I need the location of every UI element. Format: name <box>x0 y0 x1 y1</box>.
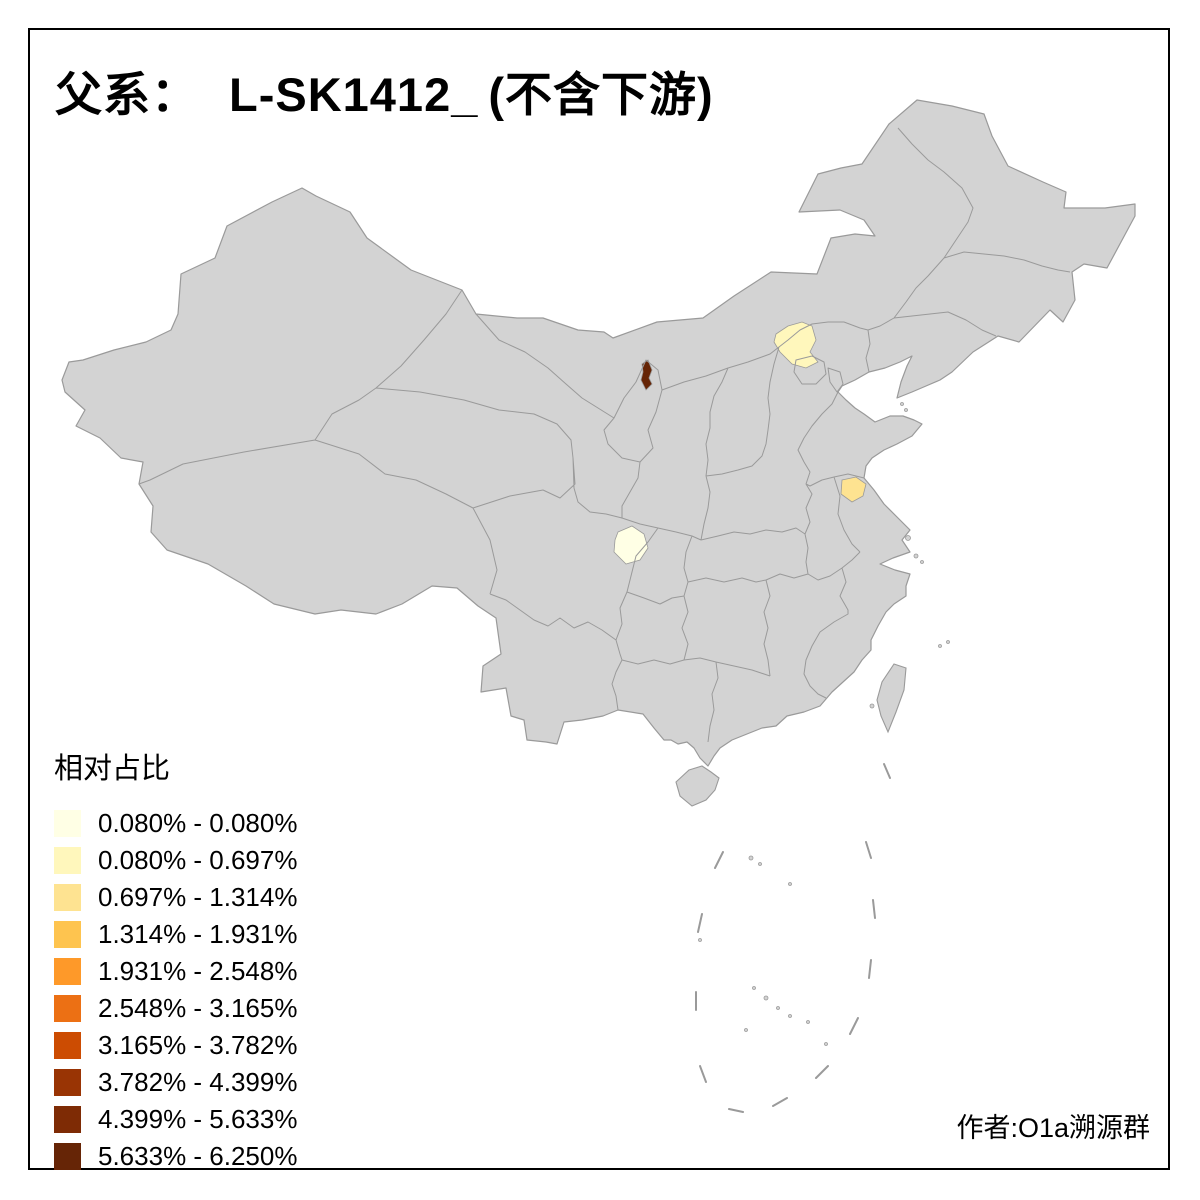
legend-label: 0.080% - 0.697% <box>98 845 298 875</box>
legend-swatch <box>54 847 81 874</box>
legend-swatch <box>54 995 81 1022</box>
legend-label: 3.782% - 4.399% <box>98 1067 298 1097</box>
legend-item: 1.314% - 1.931% <box>54 919 297 950</box>
title-haplogroup: L-SK1412_ <box>229 68 479 121</box>
highlight-north-jiangsu <box>840 476 867 503</box>
legend-label: 2.548% - 3.165% <box>98 993 298 1023</box>
highlight-east-sichuan <box>613 525 649 565</box>
legend-swatch <box>54 958 81 985</box>
map-title: 父系： L-SK1412_ (不含下游) <box>55 56 714 125</box>
legend-swatch <box>54 1106 81 1133</box>
hainan-island <box>675 765 720 807</box>
legend-item: 0.080% - 0.080% <box>54 808 297 839</box>
legend: 相对占比 0.080% - 0.080% 0.080% - 0.697% 0.6… <box>54 752 297 1172</box>
legend-label: 3.165% - 3.782% <box>98 1030 298 1060</box>
nine-dash-line <box>695 763 891 1113</box>
small-islands <box>698 402 950 1046</box>
legend-swatch <box>54 1032 81 1059</box>
legend-item: 2.548% - 3.165% <box>54 993 297 1024</box>
legend-label: 0.697% - 1.314% <box>98 882 298 912</box>
legend-item: 1.931% - 2.548% <box>54 956 297 987</box>
legend-item: 3.165% - 3.782% <box>54 1030 297 1061</box>
legend-item: 0.697% - 1.314% <box>54 882 297 913</box>
legend-swatch <box>54 1143 81 1170</box>
china-mainland-outline <box>61 99 1136 767</box>
legend-label: 1.931% - 2.548% <box>98 956 298 986</box>
highlight-regions <box>613 321 867 565</box>
legend-label: 0.080% - 0.080% <box>98 808 298 838</box>
legend-item: 0.080% - 0.697% <box>54 845 297 876</box>
legend-label: 4.399% - 5.633% <box>98 1104 298 1134</box>
legend-title: 相对占比 <box>54 753 171 785</box>
legend-swatch <box>54 1069 81 1096</box>
legend-item: 4.399% - 5.633% <box>54 1104 297 1135</box>
title-lineage-label: 父系： <box>55 68 199 121</box>
attribution: 作者:O1a溯源群 <box>956 1113 1150 1143</box>
legend-item: 5.633% - 6.250% <box>54 1141 297 1172</box>
legend-label: 1.314% - 1.931% <box>98 919 298 949</box>
legend-swatch <box>54 810 81 837</box>
legend-label: 5.633% - 6.250% <box>98 1141 298 1171</box>
title-qualifier: (不含下游) <box>488 68 714 121</box>
legend-swatch <box>54 884 81 911</box>
legend-item: 3.782% - 4.399% <box>54 1067 297 1098</box>
province-borders <box>138 127 1071 743</box>
taiwan-island <box>876 663 907 734</box>
legend-swatch <box>54 921 81 948</box>
